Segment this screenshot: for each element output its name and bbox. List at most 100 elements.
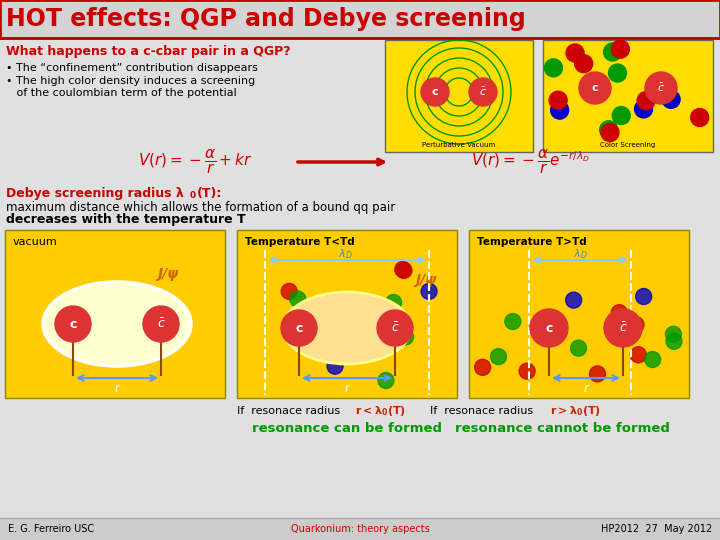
Circle shape (603, 43, 621, 61)
Text: HP2012  27  May 2012: HP2012 27 May 2012 (600, 524, 712, 534)
Text: J/ψ: J/ψ (415, 273, 436, 287)
Text: E. G. Ferreiro USC: E. G. Ferreiro USC (8, 524, 94, 534)
Circle shape (566, 44, 584, 62)
Circle shape (282, 284, 297, 299)
Circle shape (490, 349, 506, 365)
Ellipse shape (283, 292, 411, 364)
Circle shape (612, 106, 630, 125)
Circle shape (342, 337, 358, 353)
Circle shape (378, 373, 394, 388)
Bar (5, 230, 225, 398)
Circle shape (665, 326, 681, 342)
Text: c: c (69, 318, 77, 330)
Circle shape (611, 40, 629, 58)
Text: $V(r)=-\dfrac{\alpha}{r}+kr$: $V(r)=-\dfrac{\alpha}{r}+kr$ (138, 148, 252, 176)
Circle shape (519, 363, 535, 379)
Text: r: r (584, 382, 588, 395)
Circle shape (549, 91, 567, 109)
Circle shape (143, 306, 179, 342)
Circle shape (590, 366, 606, 382)
Circle shape (421, 284, 437, 299)
Text: If  resonace radius: If resonace radius (430, 406, 536, 416)
Text: resonance can be formed: resonance can be formed (252, 422, 442, 435)
Circle shape (634, 100, 652, 118)
Text: vacuum: vacuum (13, 237, 58, 247)
Circle shape (690, 109, 708, 126)
Ellipse shape (43, 282, 191, 366)
Text: $\mathbf{r < \lambda_0(T)}$: $\mathbf{r < \lambda_0(T)}$ (355, 404, 406, 418)
Text: c: c (592, 83, 598, 93)
Text: $\bar{c}$: $\bar{c}$ (479, 86, 487, 98)
Circle shape (289, 291, 306, 307)
Text: c: c (545, 321, 553, 334)
Text: $\lambda_D$: $\lambda_D$ (572, 247, 588, 261)
Text: of the coulombian term of the potential: of the coulombian term of the potential (6, 88, 237, 98)
Circle shape (55, 306, 91, 342)
Circle shape (601, 124, 619, 141)
Text: Quarkonium: theory aspects: Quarkonium: theory aspects (291, 524, 429, 534)
Text: Temperature T>Td: Temperature T>Td (477, 237, 587, 247)
Text: Debye screening radius λ: Debye screening radius λ (6, 186, 184, 199)
Circle shape (608, 64, 626, 82)
Bar (0, 518, 720, 540)
Text: • The “confinement” contribution disappears: • The “confinement” contribution disappe… (6, 63, 258, 73)
Circle shape (421, 78, 449, 106)
Circle shape (397, 329, 413, 345)
Text: $V(r)=-\dfrac{\alpha}{r}e^{-r/\lambda_D}$: $V(r)=-\dfrac{\alpha}{r}e^{-r/\lambda_D}… (471, 148, 590, 176)
Text: $\bar{c}$: $\bar{c}$ (391, 321, 400, 335)
Text: (T):: (T): (197, 186, 222, 199)
Text: maximum distance which allows the formation of a bound qq pair: maximum distance which allows the format… (6, 200, 395, 213)
Circle shape (327, 311, 343, 327)
Circle shape (637, 92, 655, 110)
Circle shape (395, 261, 410, 278)
Bar (385, 40, 533, 152)
Circle shape (662, 90, 680, 109)
Bar (0, 0, 720, 38)
Text: $\bar{c}$: $\bar{c}$ (657, 82, 665, 94)
Text: c: c (295, 321, 302, 334)
Circle shape (469, 78, 497, 106)
Text: Temperature T<Td: Temperature T<Td (245, 237, 355, 247)
Circle shape (645, 72, 677, 104)
Circle shape (575, 55, 593, 73)
Text: HOT effects: QGP and Debye screening: HOT effects: QGP and Debye screening (6, 7, 526, 31)
Text: • The high color density induces a screening: • The high color density induces a scree… (6, 76, 256, 86)
Circle shape (530, 309, 568, 347)
Circle shape (551, 101, 569, 119)
Text: resonance cannot be formed: resonance cannot be formed (455, 422, 670, 435)
Text: $\bar{c}$: $\bar{c}$ (618, 321, 627, 335)
Circle shape (386, 294, 402, 310)
Text: If  resonace radius: If resonace radius (237, 406, 343, 416)
Circle shape (604, 309, 642, 347)
Text: $\lambda_D$: $\lambda_D$ (338, 247, 352, 261)
Text: r: r (114, 382, 120, 395)
Bar (237, 230, 457, 398)
Bar (543, 40, 713, 152)
Circle shape (384, 324, 400, 340)
Text: $\mathbf{r > \lambda_0(T)}$: $\mathbf{r > \lambda_0(T)}$ (550, 404, 600, 418)
Circle shape (630, 347, 647, 363)
Circle shape (600, 121, 618, 139)
Circle shape (505, 314, 521, 329)
Text: Perturbative Vacuum: Perturbative Vacuum (423, 142, 495, 148)
Text: $\bar{c}$: $\bar{c}$ (157, 317, 166, 331)
Circle shape (666, 333, 682, 349)
Text: What happens to a c-cbar pair in a QGP?: What happens to a c-cbar pair in a QGP? (6, 45, 291, 58)
Circle shape (544, 59, 562, 77)
Text: J/ψ: J/ψ (157, 267, 179, 281)
Text: c: c (432, 87, 438, 97)
Bar (469, 230, 689, 398)
Circle shape (570, 340, 587, 356)
Circle shape (327, 358, 343, 374)
Circle shape (579, 72, 611, 104)
Circle shape (396, 262, 412, 279)
Circle shape (377, 310, 413, 346)
Circle shape (628, 317, 644, 333)
Text: 0: 0 (190, 192, 196, 200)
Circle shape (281, 310, 317, 346)
Text: r: r (345, 382, 349, 395)
Circle shape (566, 292, 582, 308)
Circle shape (611, 305, 627, 321)
Text: decreases with the temperature T: decreases with the temperature T (6, 213, 246, 226)
Circle shape (644, 352, 660, 368)
